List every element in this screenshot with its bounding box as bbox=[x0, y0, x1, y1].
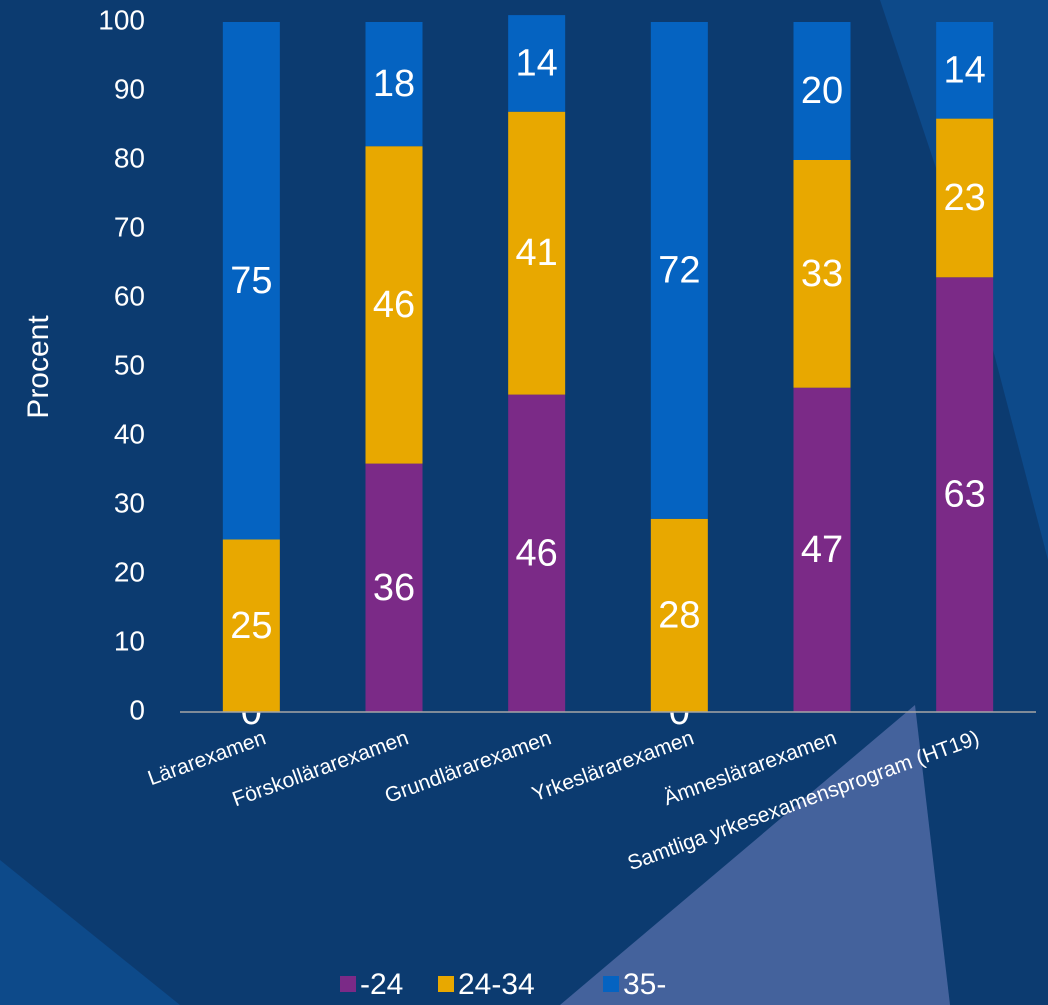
data-label: 28 bbox=[658, 594, 700, 636]
y-tick-label: 100 bbox=[98, 4, 145, 35]
bar-segment bbox=[365, 463, 423, 712]
bar-segment bbox=[222, 539, 280, 712]
y-tick-label: 60 bbox=[114, 280, 145, 311]
legend-label: 35- bbox=[623, 968, 666, 1001]
bar-segment bbox=[508, 15, 566, 112]
legend-swatch bbox=[438, 976, 454, 992]
bar-segment bbox=[650, 22, 708, 519]
data-label: 18 bbox=[373, 63, 415, 105]
data-label: 33 bbox=[801, 253, 843, 295]
bar-segment bbox=[936, 118, 994, 278]
y-tick-label: 70 bbox=[114, 211, 145, 242]
data-label: 25 bbox=[230, 605, 272, 647]
y-tick-label: 10 bbox=[114, 625, 145, 656]
y-tick-label: 80 bbox=[114, 142, 145, 173]
legend-label: -24 bbox=[360, 968, 403, 1001]
data-label: 41 bbox=[516, 232, 558, 274]
y-tick-label: 50 bbox=[114, 349, 145, 380]
data-label: 36 bbox=[373, 567, 415, 609]
data-label: 46 bbox=[373, 284, 415, 326]
bar-segment bbox=[222, 22, 280, 540]
data-label: 14 bbox=[944, 49, 986, 91]
bar-segment bbox=[793, 160, 851, 388]
bar-segment bbox=[650, 518, 708, 712]
y-tick-label: 90 bbox=[114, 73, 145, 104]
data-label: 46 bbox=[516, 532, 558, 574]
data-label: 75 bbox=[230, 260, 272, 302]
bar-segment bbox=[365, 22, 423, 147]
y-tick-label: 20 bbox=[114, 556, 145, 587]
data-label: 20 bbox=[801, 70, 843, 112]
legend-label: 24-34 bbox=[458, 968, 535, 1001]
bar-segment bbox=[936, 22, 994, 119]
data-label: 72 bbox=[658, 249, 700, 291]
data-label: 23 bbox=[944, 177, 986, 219]
decor-shape bbox=[0, 860, 180, 1005]
bar-segment bbox=[508, 394, 566, 712]
y-tick-label: 0 bbox=[129, 694, 145, 725]
bar-segment bbox=[508, 111, 566, 395]
legend-swatch bbox=[340, 976, 356, 992]
legend-swatch bbox=[603, 976, 619, 992]
bar-segment bbox=[936, 277, 994, 712]
data-label: 47 bbox=[801, 529, 843, 571]
data-label: 14 bbox=[516, 42, 558, 84]
bar-segment bbox=[793, 22, 851, 160]
bar-segment bbox=[793, 387, 851, 712]
y-tick-label: 40 bbox=[114, 418, 145, 449]
y-axis-label: Procent bbox=[22, 315, 55, 419]
decor-shape bbox=[880, 0, 1048, 560]
y-tick-label: 30 bbox=[114, 487, 145, 518]
bar-segment bbox=[365, 146, 423, 464]
decor-pattern bbox=[560, 705, 950, 1005]
data-label: 63 bbox=[944, 474, 986, 516]
